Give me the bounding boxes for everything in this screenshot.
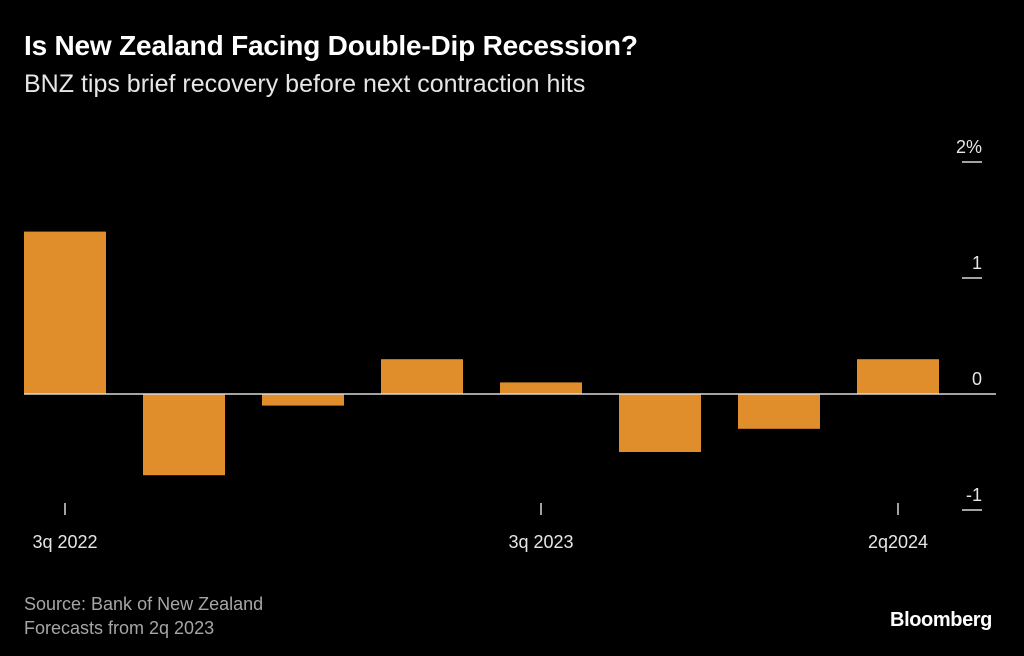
bar-4q-2023 xyxy=(619,394,701,452)
source-note: Source: Bank of New Zealand Forecasts fr… xyxy=(24,592,263,640)
bar-3q-2023 xyxy=(500,382,582,394)
x-axis: 3q 2022 3q 2023 2q2024 xyxy=(32,503,928,552)
bars-group xyxy=(24,231,996,476)
y-tick-label: 1 xyxy=(972,253,982,273)
source-line: Source: Bank of New Zealand xyxy=(24,594,264,614)
bar-1q-2024 xyxy=(738,394,820,429)
bloomberg-logo: Bloomberg xyxy=(890,609,992,631)
x-tick-label: 3q 2023 xyxy=(508,532,573,552)
y-tick-label: 2% xyxy=(956,137,982,157)
chart-title: Is New Zealand Facing Double-Dip Recessi… xyxy=(24,30,638,61)
y-axis: 2% 1 0 -1 xyxy=(956,137,982,511)
bar-chart: 2% 1 0 -1 3q 2022 3q 2023 2q2024 xyxy=(24,137,996,552)
y-tick-label: -1 xyxy=(966,485,982,505)
x-tick-label: 3q 2022 xyxy=(32,532,97,552)
bar-4q-2022 xyxy=(143,394,225,476)
y-tick-label: 0 xyxy=(972,369,982,389)
bar-3q-2022 xyxy=(24,231,106,394)
bar-2q2024 xyxy=(857,359,939,394)
forecast-note: Forecasts from 2q 2023 xyxy=(24,618,215,638)
x-tick-label: 2q2024 xyxy=(868,532,928,552)
chart-subtitle: BNZ tips brief recovery before next cont… xyxy=(24,70,586,98)
bar-1q-2023 xyxy=(262,394,344,406)
bar-2q-2023 xyxy=(381,359,463,394)
